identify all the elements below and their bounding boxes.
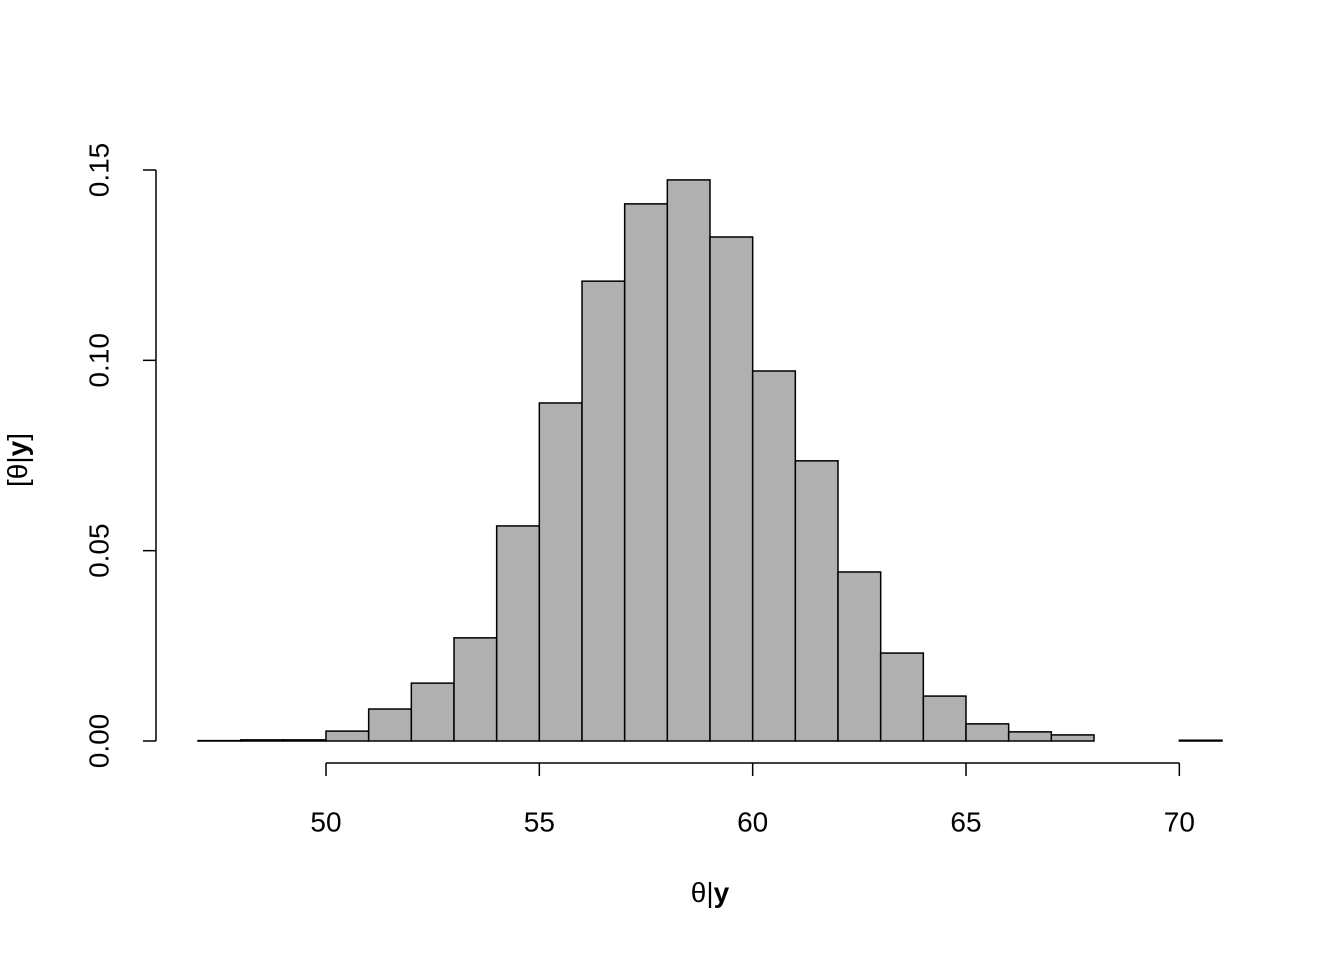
- x-tick-label: 65: [950, 806, 981, 837]
- y-axis-label: [θ|y]: [2, 433, 33, 487]
- bar: [666, 179, 711, 742]
- x-tick-label: 50: [310, 806, 341, 837]
- y-tick-label: 0.05: [83, 523, 114, 578]
- bar: [453, 637, 498, 742]
- bar: [879, 652, 925, 742]
- bar: [325, 730, 370, 742]
- bar: [922, 695, 967, 742]
- bar: [581, 280, 626, 742]
- y-tick-label: 0.00: [83, 714, 114, 769]
- bar: [239, 739, 285, 742]
- x-tick-label: 60: [737, 806, 768, 837]
- x-tick-label: 70: [1164, 806, 1195, 837]
- x-axis-label: θ|y: [691, 877, 730, 908]
- bar: [837, 571, 882, 742]
- bar: [1050, 734, 1095, 742]
- y-tick-label: 0.10: [83, 333, 114, 388]
- bar: [751, 370, 797, 742]
- bar: [282, 739, 327, 742]
- bar: [709, 236, 754, 742]
- bar: [794, 460, 839, 742]
- bar: [538, 402, 583, 742]
- bar: [495, 525, 541, 742]
- y-tick-label: 0.15: [83, 143, 114, 198]
- bar: [1007, 731, 1053, 742]
- bar: [1178, 739, 1223, 742]
- x-tick-label: 55: [524, 806, 555, 837]
- bar: [410, 682, 455, 742]
- bar: [367, 708, 413, 742]
- bar: [965, 723, 1010, 742]
- bar: [623, 203, 669, 742]
